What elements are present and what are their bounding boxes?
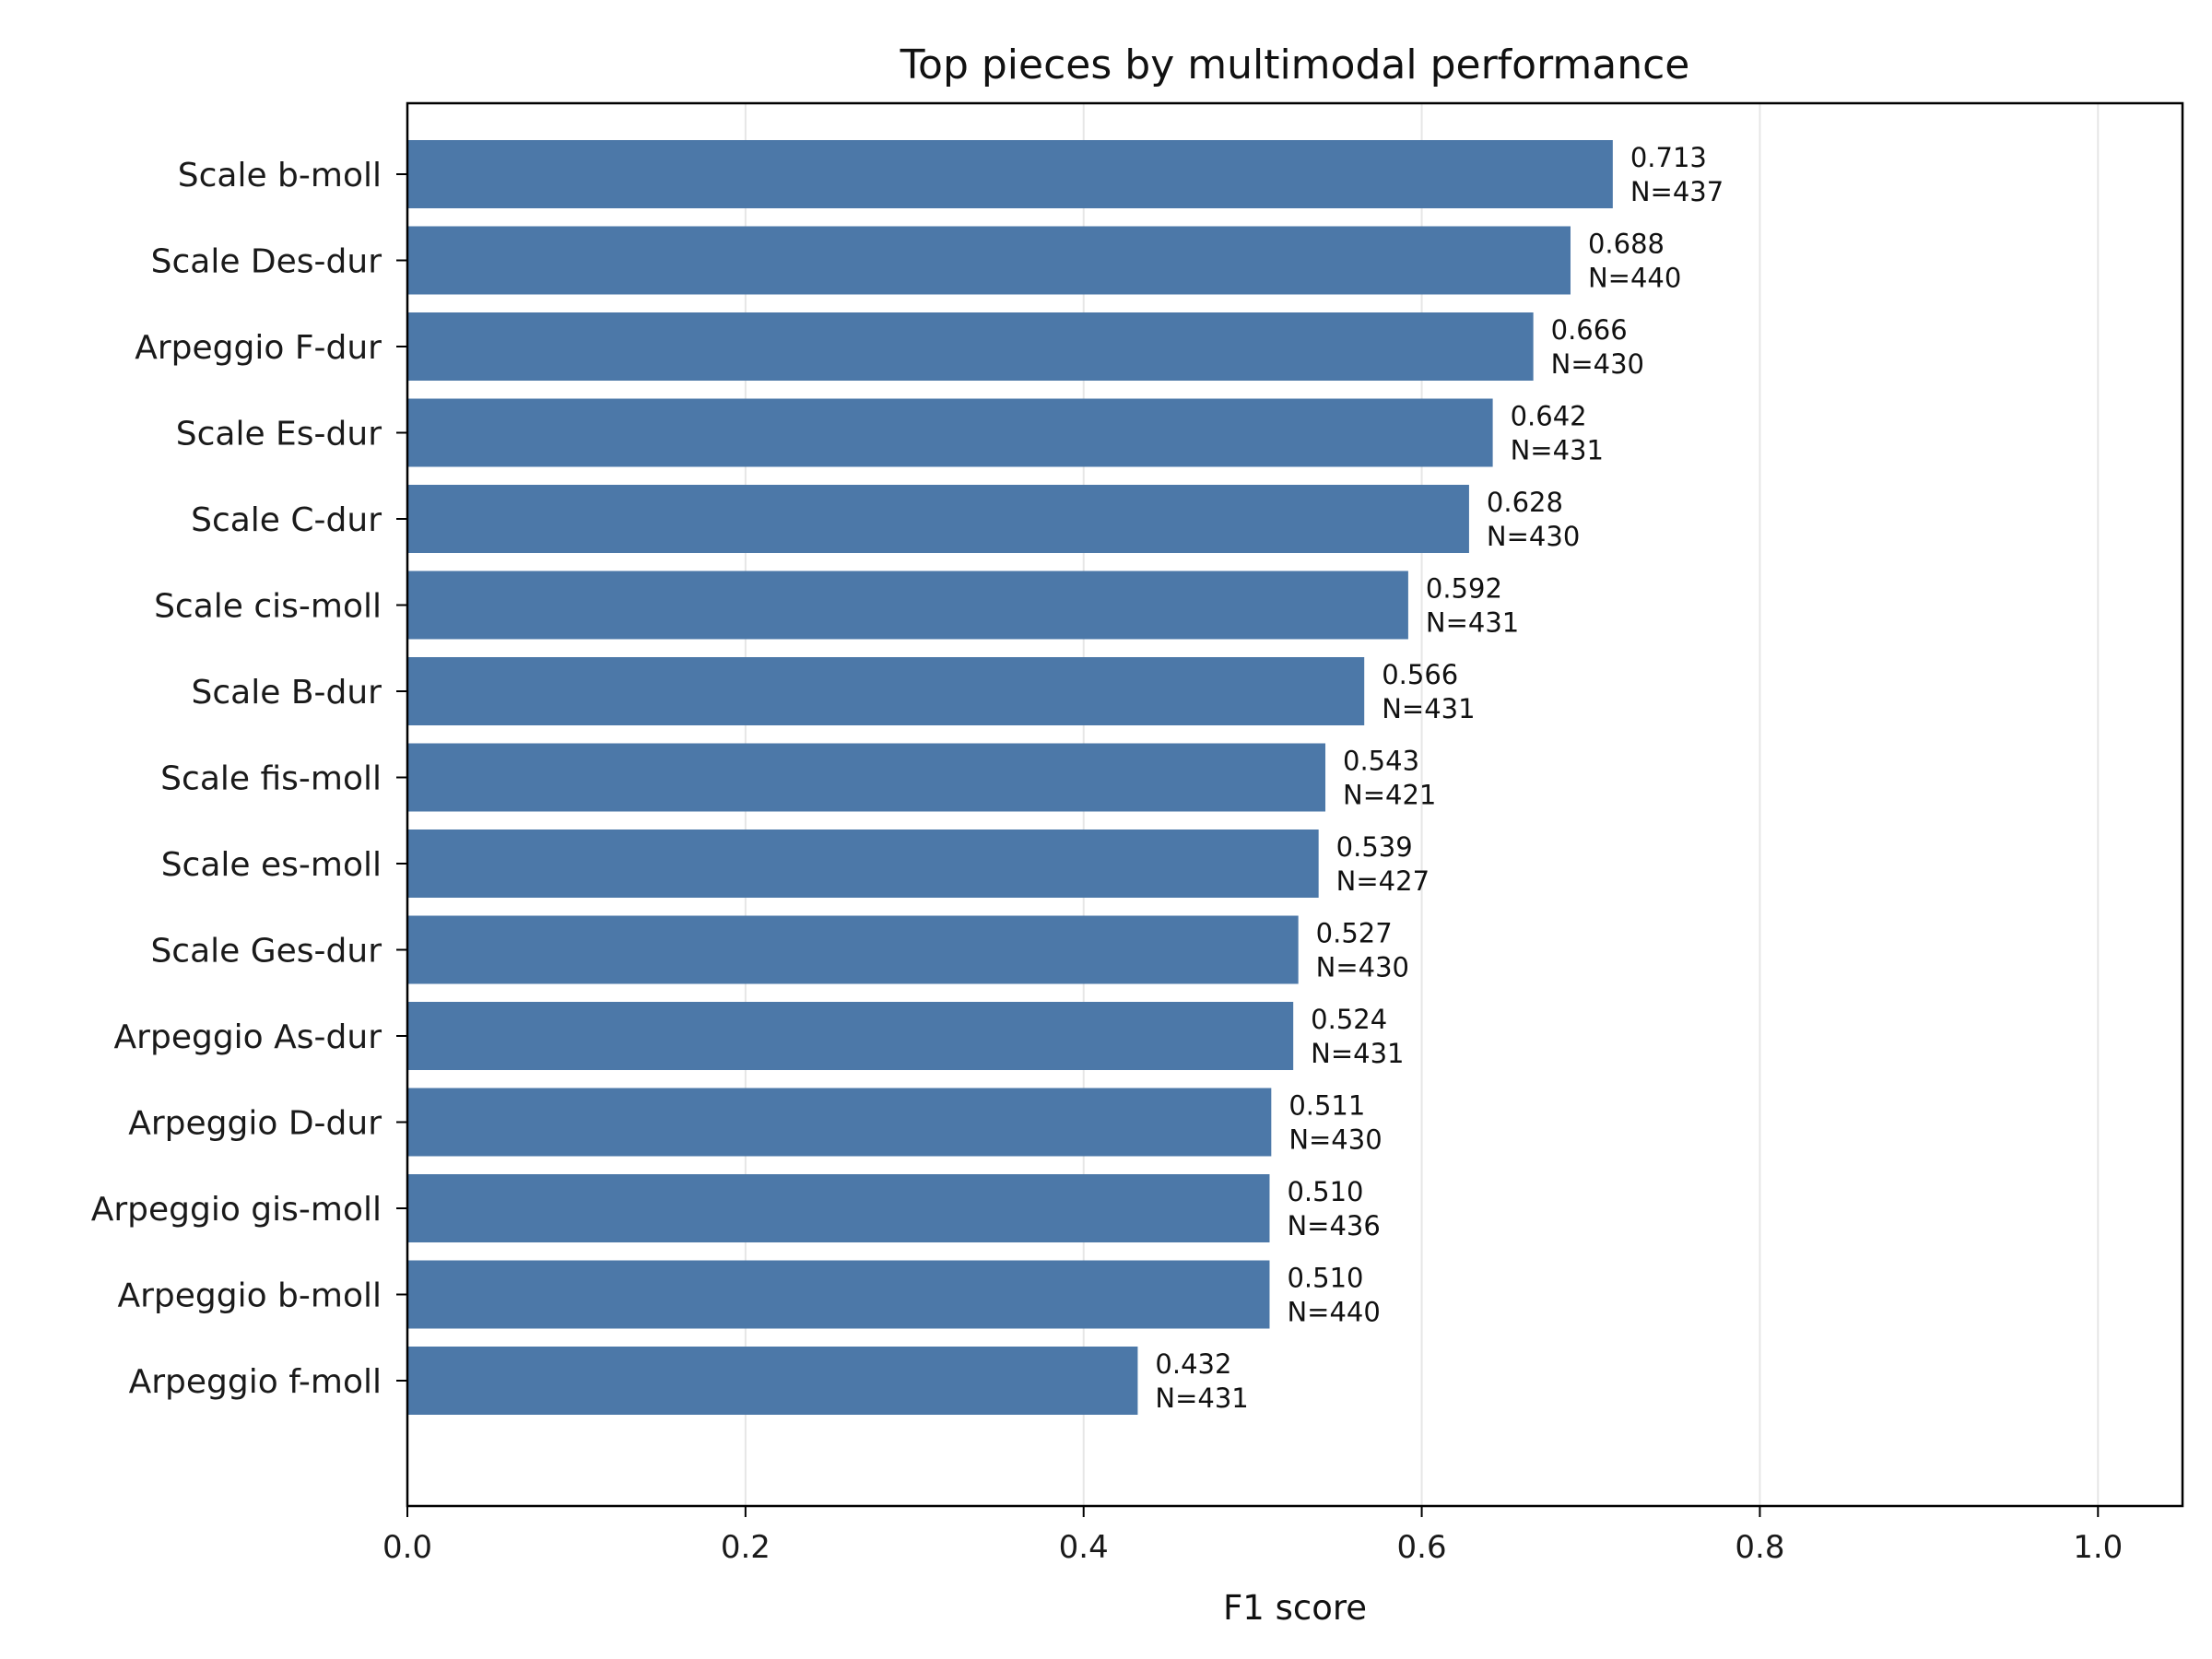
bar-value-labels: 0.713N=4370.688N=4400.666N=4300.642N=431…: [1155, 142, 1724, 1414]
category-label: Scale B-dur: [192, 674, 382, 712]
category-label: Scale es-moll: [161, 846, 382, 884]
bar: [407, 1174, 1270, 1242]
category-label: Scale cis-moll: [154, 588, 382, 626]
bar-value-label: 0.666: [1551, 314, 1628, 346]
x-tick-label: 0.6: [1397, 1529, 1447, 1566]
category-label: Scale Ges-dur: [150, 933, 382, 971]
bar-count-label: N=436: [1287, 1210, 1380, 1241]
category-label: Arpeggio gis-moll: [91, 1191, 382, 1229]
bar-count-label: N=427: [1336, 865, 1430, 897]
plot-frame: [406, 101, 2184, 1508]
category-label: Arpeggio F-dur: [135, 329, 382, 367]
bar: [407, 312, 1534, 381]
bar-value-label: 0.566: [1382, 659, 1458, 690]
bar: [407, 398, 1493, 467]
category-label: Arpeggio D-dur: [128, 1105, 382, 1143]
y-axis-ticks: Scale b-moll Scale Des-dur Arpeggio F-dur S…: [91, 157, 407, 1401]
bar-value-label: 0.511: [1288, 1090, 1365, 1122]
bar-count-label: N=421: [1343, 780, 1436, 811]
bar-value-label: 0.510: [1287, 1176, 1363, 1207]
category-label: Scale C-dur: [191, 501, 382, 539]
bar-value-label: 0.628: [1487, 487, 1563, 518]
bar-count-label: N=431: [1511, 435, 1604, 466]
x-axis-ticks: 0.0 0.2 0.4 0.6 0.8 1.0: [382, 1506, 2123, 1566]
bar-value-label: 0.713: [1630, 142, 1707, 173]
bar: [407, 1002, 1294, 1070]
bar-count-label: N=431: [1426, 607, 1519, 639]
bar-value-label: 0.642: [1511, 401, 1587, 432]
bar-value-label: 0.524: [1311, 1004, 1387, 1035]
x-tick-label: 0.2: [721, 1529, 771, 1566]
bar: [407, 1260, 1270, 1329]
bar: [407, 830, 1319, 898]
x-tick-label: 0.8: [1735, 1529, 1784, 1566]
bar-count-label: N=430: [1551, 348, 1644, 380]
bar-count-label: N=430: [1487, 521, 1580, 552]
bar-value-label: 0.592: [1426, 573, 1502, 605]
bar-count-label: N=431: [1155, 1382, 1248, 1414]
bar: [407, 226, 1571, 295]
bar: [407, 571, 1408, 640]
category-label: Scale Des-dur: [151, 243, 382, 281]
bar-series: [407, 140, 1613, 1415]
bar-count-label: N=430: [1316, 952, 1409, 983]
bar: [407, 485, 1469, 553]
x-tick-label: 0.4: [1059, 1529, 1109, 1566]
bar-count-label: N=431: [1311, 1038, 1404, 1069]
category-label: Scale fis-moll: [160, 760, 382, 798]
bar: [407, 743, 1326, 812]
bar-count-label: N=440: [1588, 263, 1681, 294]
category-label: Scale b-moll: [178, 157, 382, 194]
category-label: Arpeggio b-moll: [117, 1277, 382, 1315]
bar: [407, 1088, 1272, 1157]
category-label: Arpeggio As-dur: [114, 1018, 382, 1056]
bar: [407, 657, 1365, 725]
bar: [407, 140, 1613, 208]
category-label: Scale Es-dur: [176, 416, 382, 453]
bar-count-label: N=431: [1382, 693, 1475, 724]
bar-value-label: 0.539: [1336, 831, 1413, 863]
x-tick-label: 1.0: [2073, 1529, 2123, 1566]
bar-count-label: N=440: [1287, 1297, 1380, 1328]
bar: [407, 1347, 1138, 1415]
bar: [407, 915, 1299, 984]
bar-value-label: 0.688: [1588, 229, 1665, 260]
bar-value-label: 0.510: [1287, 1263, 1363, 1294]
bar-value-label: 0.527: [1316, 918, 1393, 949]
bar-count-label: N=430: [1288, 1124, 1382, 1156]
x-axis-label: F1 score: [1223, 1588, 1367, 1628]
category-label: Arpeggio f-moll: [129, 1363, 382, 1401]
chart-title: Top pieces by multimodal performance: [900, 41, 1690, 88]
bar-value-label: 0.543: [1343, 746, 1419, 777]
x-tick-label: 0.0: [382, 1529, 432, 1566]
bar-count-label: N=437: [1630, 176, 1724, 207]
bar-value-label: 0.432: [1155, 1348, 1231, 1380]
